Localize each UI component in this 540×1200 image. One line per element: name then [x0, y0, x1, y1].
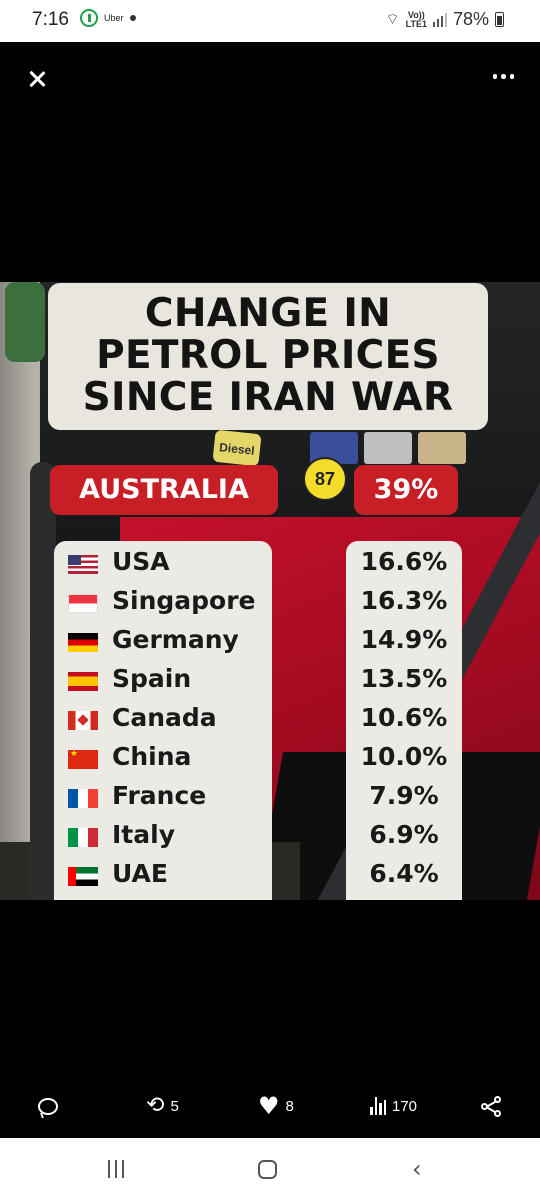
like-button[interactable]: ♥ 8: [258, 1093, 294, 1119]
price-change-value: 6.9%: [369, 820, 439, 849]
network-top-label: Vo)): [407, 9, 425, 20]
headline: CHANGE IN PETROL PRICES SINCE IRAN WAR: [48, 293, 488, 419]
headline-line: SINCE IRAN WAR: [82, 375, 454, 420]
more-notifications-dot-icon: [129, 15, 136, 21]
country-name: China: [112, 742, 192, 771]
network-type-label: Vo)) LTE1: [405, 9, 427, 29]
list-item: 16.3%: [346, 582, 462, 621]
back-icon[interactable]: ‹: [412, 1155, 422, 1183]
value-list: 16.6% 16.3% 14.9% 13.5% 10.6% 10.0% 7.9%…: [346, 541, 462, 900]
price-change-value: 16.6%: [360, 547, 448, 576]
diesel-label: Diesel: [212, 429, 262, 467]
post-image[interactable]: Diesel 87 CHANGE IN PETROL PRICES SINCE …: [0, 282, 540, 900]
australia-value: 39%: [373, 474, 439, 505]
canada-flag-icon: [68, 711, 98, 730]
reply-icon: [38, 1097, 58, 1115]
heart-icon: ♥: [258, 1092, 280, 1120]
list-item: 10.6%: [346, 699, 462, 738]
pump-grade-labels: [310, 432, 470, 464]
views-count: 170: [392, 1097, 418, 1115]
octane-87-label: 87: [303, 457, 347, 501]
wifi-icon: ⌔: [385, 10, 400, 28]
china-flag-icon: [68, 750, 98, 769]
share-icon: [480, 1095, 502, 1117]
post-action-bar: ⟲ 5 ♥ 8 170: [0, 1085, 540, 1129]
headline-line: PETROL PRICES: [96, 333, 440, 378]
recent-apps-icon[interactable]: [108, 1160, 124, 1178]
list-item: Singapore: [54, 582, 272, 621]
battery-level: 78%: [452, 9, 489, 29]
home-icon[interactable]: [258, 1160, 277, 1179]
status-system-icons: ⌔ Vo)) LTE1 78%: [386, 9, 504, 30]
list-item: China: [54, 738, 272, 777]
list-item: 13.5%: [346, 660, 462, 699]
price-change-value: 6.4%: [369, 859, 439, 888]
list-item: UAE: [54, 855, 272, 894]
list-item: 7.9%: [346, 777, 462, 816]
country-name: UAE: [112, 859, 168, 888]
uber-label: Uber: [104, 13, 124, 23]
country-name: Singapore: [112, 586, 256, 615]
price-change-value: 13.5%: [360, 664, 448, 693]
retweet-icon: ⟲: [146, 1093, 165, 1118]
list-item: USA: [54, 543, 272, 582]
germany-flag-icon: [68, 633, 98, 652]
list-item: France: [54, 777, 272, 816]
country-name: Italy: [112, 820, 175, 849]
list-item: Germany: [54, 621, 272, 660]
price-change-value: 7.9%: [369, 781, 439, 810]
battery-icon: [495, 12, 504, 27]
network-bottom-label: LTE1: [405, 18, 427, 29]
signal-icon: [432, 12, 447, 27]
list-item: 6.4%: [346, 855, 462, 894]
views-icon: [370, 1097, 386, 1115]
price-change-value: 14.9%: [360, 625, 448, 654]
photo-hose-left: [30, 462, 56, 900]
country-name: Germany: [112, 625, 239, 654]
australia-badge: AUSTRALIA: [50, 465, 278, 515]
system-navigation-bar: ‹: [0, 1138, 540, 1200]
close-icon[interactable]: [24, 66, 50, 92]
usa-flag-icon: [68, 555, 98, 574]
more-options-icon[interactable]: [492, 74, 514, 79]
app-notification-icon: [80, 9, 98, 27]
uae-flag-icon: [68, 867, 98, 886]
country-list: USA Singapore Germany Spain Canada China…: [54, 541, 272, 900]
list-item: 6.9%: [346, 816, 462, 855]
retweet-button[interactable]: ⟲ 5: [146, 1093, 179, 1119]
views-button[interactable]: 170: [370, 1093, 417, 1119]
country-name: Canada: [112, 703, 217, 732]
price-change-value: 10.0%: [360, 742, 448, 771]
retweet-count: 5: [170, 1097, 179, 1115]
country-name: Spain: [112, 664, 192, 693]
spain-flag-icon: [68, 672, 98, 691]
price-change-value: 10.6%: [360, 703, 448, 732]
list-item: Spain: [54, 660, 272, 699]
country-name: USA: [112, 547, 170, 576]
australia-value-badge: 39%: [354, 465, 458, 515]
status-notification-icons: Uber: [80, 9, 136, 27]
list-item: 14.9%: [346, 621, 462, 660]
australia-label: AUSTRALIA: [79, 474, 249, 505]
france-flag-icon: [68, 789, 98, 808]
status-time: 7:16: [32, 9, 69, 30]
like-count: 8: [285, 1097, 294, 1115]
photo-nozzle: [5, 282, 45, 362]
list-item: Italy: [54, 816, 272, 855]
reply-button[interactable]: [38, 1093, 58, 1119]
country-name: France: [112, 781, 207, 810]
singapore-flag-icon: [68, 594, 98, 613]
price-change-value: 16.3%: [360, 586, 448, 615]
list-item: 10.0%: [346, 738, 462, 777]
italy-flag-icon: [68, 828, 98, 847]
status-bar: 7:16 Uber ⌔ Vo)) LTE1 78%: [0, 0, 540, 42]
list-item: Canada: [54, 699, 272, 738]
share-button[interactable]: [480, 1093, 502, 1119]
headline-line: CHANGE IN: [144, 291, 392, 336]
list-item: 16.6%: [346, 543, 462, 582]
headline-box: CHANGE IN PETROL PRICES SINCE IRAN WAR: [48, 283, 488, 430]
